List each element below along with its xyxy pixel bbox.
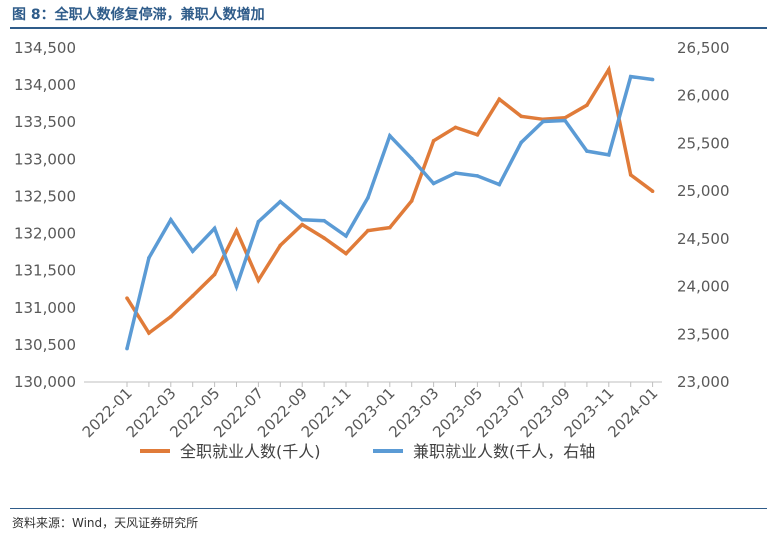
right-tick-label: 26,000 [677,87,730,105]
data-point [169,217,173,222]
data-point [519,140,523,145]
data-point [563,115,567,120]
right-tick-label: 26,500 [677,39,730,57]
left-tick-label: 133,500 [14,113,76,131]
data-point [519,114,523,119]
data-point [628,173,633,177]
left-tick-label: 131,500 [14,262,76,280]
source-note: 资料来源：Wind，天风证券研究所 [12,516,199,530]
data-point [366,228,370,233]
data-point [453,171,458,175]
left-tick-label: 133,000 [14,150,76,168]
data-point [607,153,611,157]
data-point [256,219,261,224]
right-tick-label: 23,500 [677,325,730,343]
data-point [431,181,436,186]
data-point [453,125,458,130]
line-chart: 130,000 130,500 131,000 131,500 132,000 132,5… [14,39,730,461]
data-point [169,314,173,319]
data-point [147,256,151,260]
legend: 全职就业人数(千人) 兼职就业人数(千人，右轴 [140,442,595,461]
data-point [256,278,261,283]
right-tick-label: 25,000 [677,182,730,200]
data-point [628,74,633,79]
data-point [388,133,392,138]
data-point [125,296,129,300]
x-axis-ticks: 2022-012022-032022-052022-072022-092022-… [79,382,661,441]
legend-label: 全职就业人数(千人) [180,442,321,461]
left-tick-label: 130,000 [14,373,76,391]
data-point [388,225,392,230]
left-tick-label: 132,000 [14,225,76,243]
legend-label: 兼职就业人数(千人，右轴 [413,442,595,461]
data-point [650,77,655,82]
data-point [541,119,545,124]
data-point [409,156,414,161]
figure-title: 图 8：全职人数修复停滞，兼职人数增加 [12,7,265,23]
data-point [190,294,195,298]
data-point [300,222,305,227]
data-point [366,196,370,200]
data-point [650,189,655,194]
fulltime-series-line [125,64,654,336]
data-point [190,249,195,254]
title-rule [10,27,767,29]
right-tick-label: 23,000 [677,373,730,391]
data-point [278,199,283,204]
data-point [322,236,326,240]
right-tick-label: 24,500 [677,230,730,248]
data-point [585,103,589,107]
data-point [125,346,129,351]
data-point [475,133,480,137]
data-point [563,118,567,123]
left-tick-label: 134,500 [14,39,76,57]
data-point [409,199,414,203]
parttime-series-line [125,74,653,350]
right-axis-ticks: 23,000 23,500 24,000 24,500 25,000 25,500 26,0… [677,39,730,391]
bottom-rule [10,508,767,509]
data-point [300,217,305,222]
left-tick-label: 132,500 [14,187,76,205]
data-point [344,234,348,238]
right-tick-label: 24,000 [677,278,730,296]
data-point [234,228,239,233]
data-point [344,251,348,256]
data-point [431,138,436,143]
data-point [475,174,480,178]
data-point [497,97,502,102]
left-tick-label: 130,500 [14,336,76,354]
right-tick-label: 25,500 [677,134,730,152]
data-point [234,284,239,289]
data-point [147,331,151,335]
left-tick-label: 134,000 [14,76,76,94]
data-point [322,218,326,223]
data-point [278,243,283,248]
left-tick-label: 131,000 [14,299,76,317]
data-point [585,149,589,153]
data-point [212,226,217,231]
left-axis-ticks: 130,000 130,500 131,000 131,500 132,000 132,5… [14,39,76,391]
data-point [212,272,217,277]
data-point [607,67,611,72]
series-layer [125,64,655,351]
data-point [497,182,502,187]
